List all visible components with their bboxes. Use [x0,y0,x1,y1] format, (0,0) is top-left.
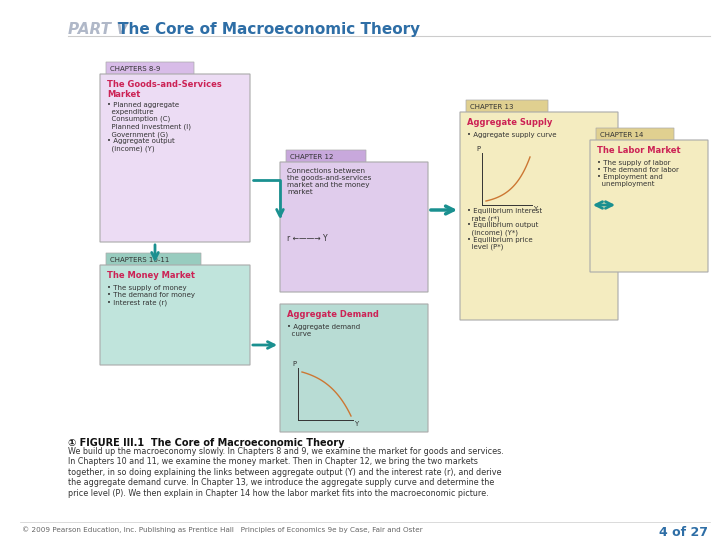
FancyBboxPatch shape [466,100,548,114]
Text: • Planned aggregate
  expenditure
  Consumption (C)
  Planned investment (I)
  G: • Planned aggregate expenditure Consumpt… [107,102,191,152]
Text: • The supply of labor
• The demand for labor
• Employment and
  unemployment: • The supply of labor • The demand for l… [597,160,679,187]
FancyBboxPatch shape [280,304,428,432]
Text: 4 of 27: 4 of 27 [659,526,708,539]
Text: Y: Y [354,421,359,427]
FancyBboxPatch shape [596,128,674,142]
Text: • Equilibrium interest
  rate (r*)
• Equilibrium output
  (income) (Y*)
• Equili: • Equilibrium interest rate (r*) • Equil… [467,208,542,251]
Text: The Labor Market: The Labor Market [597,146,680,155]
Text: The Goods-and-Services
Market: The Goods-and-Services Market [107,80,222,99]
Text: ① FIGURE III.1  The Core of Macroeconomic Theory: ① FIGURE III.1 The Core of Macroeconomic… [68,438,344,448]
Text: Y: Y [533,206,537,212]
Text: r ←——→ Y: r ←——→ Y [287,234,328,243]
Text: Aggregate Supply: Aggregate Supply [467,118,552,127]
FancyBboxPatch shape [106,253,201,267]
Text: CHAPTER 13: CHAPTER 13 [470,104,513,110]
FancyBboxPatch shape [590,140,708,272]
Text: We build up the macroeconomy slowly. In Chapters 8 and 9, we examine the market : We build up the macroeconomy slowly. In … [68,447,504,497]
Text: • Aggregate supply curve: • Aggregate supply curve [467,132,557,138]
FancyBboxPatch shape [280,162,428,292]
FancyBboxPatch shape [100,265,250,365]
Text: The Money Market: The Money Market [107,271,195,280]
Text: P: P [476,146,480,152]
Text: • The supply of money
• The demand for money
• Interest rate (r): • The supply of money • The demand for m… [107,285,195,306]
Text: • Aggregate demand
  curve: • Aggregate demand curve [287,324,360,337]
Text: CHAPTERS 10-11: CHAPTERS 10-11 [110,257,169,263]
Text: Aggregate Demand: Aggregate Demand [287,310,379,319]
Text: CHAPTERS 8-9: CHAPTERS 8-9 [110,66,161,72]
Text: CHAPTER 14: CHAPTER 14 [600,132,644,138]
Text: The Core of Macroeconomic Theory: The Core of Macroeconomic Theory [118,22,420,37]
FancyBboxPatch shape [460,112,618,320]
FancyBboxPatch shape [100,74,250,242]
Text: P: P [292,361,296,367]
Text: PART V: PART V [68,22,128,37]
Text: Connections between
the goods-and-services
market and the money
market: Connections between the goods-and-servic… [287,168,372,195]
FancyBboxPatch shape [286,150,366,164]
Text: © 2009 Pearson Education, Inc. Publishing as Prentice Hall   Principles of Econo: © 2009 Pearson Education, Inc. Publishin… [22,526,423,532]
FancyBboxPatch shape [106,62,194,76]
Text: CHAPTER 12: CHAPTER 12 [290,154,333,160]
